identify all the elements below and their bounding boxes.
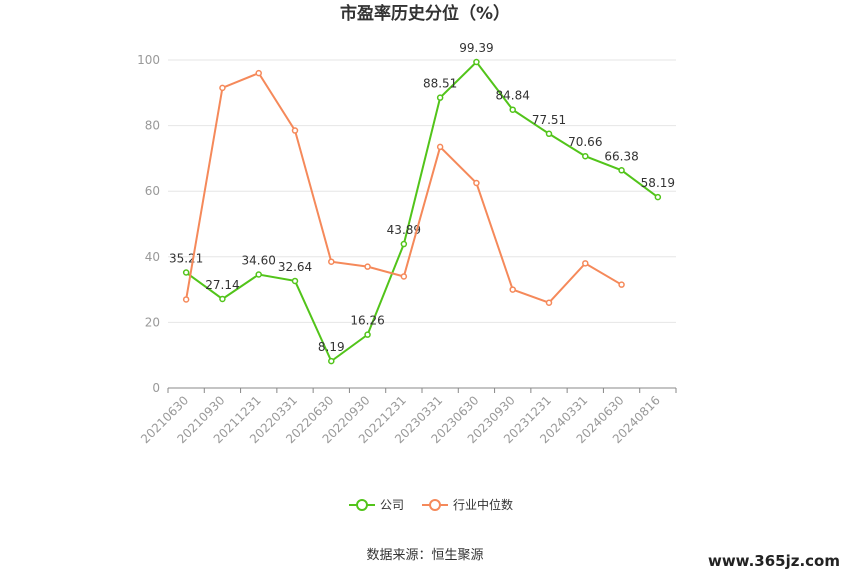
data-point[interactable]	[654, 193, 662, 201]
data-label: 8.19	[318, 340, 345, 354]
data-point[interactable]	[618, 167, 625, 174]
data-point[interactable]	[473, 58, 480, 66]
y-tick-label: 0	[152, 381, 160, 395]
legend-marker-icon	[429, 499, 441, 511]
legend-item-industry-median[interactable]: 行业中位数	[422, 497, 513, 512]
y-tick-label: 40	[145, 250, 160, 264]
grid-lines	[168, 59, 676, 323]
y-tick-label: 20	[145, 315, 160, 329]
y-tick-label: 60	[145, 184, 160, 198]
data-point[interactable]	[582, 260, 589, 267]
data-label: 99.39	[459, 41, 493, 55]
data-point[interactable]	[255, 69, 262, 77]
data-label: 43.89	[387, 223, 421, 237]
data-point[interactable]	[328, 258, 335, 265]
data-point[interactable]	[182, 269, 190, 276]
data-label: 84.84	[496, 89, 530, 103]
data-label: 34.60	[242, 254, 276, 268]
data-point[interactable]	[545, 299, 553, 306]
data-point[interactable]	[255, 271, 262, 278]
data-point[interactable]	[545, 130, 553, 138]
x-axis: 2021063020210930202112312022033120220630…	[138, 387, 677, 446]
data-label: 27.14	[205, 278, 239, 292]
series-line	[185, 60, 659, 363]
data-point[interactable]	[364, 263, 371, 270]
data-label: 35.21	[169, 252, 203, 266]
legend-label: 公司	[380, 498, 404, 512]
legend[interactable]: 公司 行业中位数	[349, 497, 513, 512]
legend-marker-icon	[356, 499, 368, 511]
data-point[interactable]	[182, 296, 190, 303]
y-tick-label: 100	[137, 53, 160, 67]
y-axis-ticks: 0 20 40 60 80 100	[137, 53, 160, 395]
data-label: 32.64	[278, 260, 312, 274]
source-text: 数据来源：恒生聚源	[366, 548, 483, 563]
legend-label: 行业中位数	[453, 497, 513, 512]
data-point[interactable]	[509, 106, 516, 113]
data-label: 58.19	[641, 176, 675, 190]
data-point[interactable]	[291, 277, 299, 285]
y-tick-label: 80	[145, 119, 160, 133]
data-label: 16.26	[350, 314, 384, 328]
series-line	[185, 71, 623, 304]
data-point[interactable]	[400, 273, 408, 280]
data-label: 70.66	[568, 135, 602, 149]
data-point[interactable]	[291, 127, 299, 134]
chart-title: 市盈率历史分位（%）	[340, 3, 510, 24]
data-point[interactable]	[436, 143, 444, 151]
data-label: 66.38	[604, 149, 638, 163]
watermark: www.365jz.com	[708, 552, 840, 570]
data-point[interactable]	[618, 281, 625, 288]
data-label: 77.51	[532, 113, 566, 127]
data-label: 88.51	[423, 77, 457, 91]
series-industry-median	[182, 69, 625, 306]
data-point[interactable]	[436, 94, 444, 101]
data-point[interactable]	[328, 357, 335, 365]
data-point[interactable]	[582, 152, 589, 160]
data-point[interactable]	[364, 331, 371, 338]
data-point[interactable]	[400, 240, 408, 248]
legend-item-company[interactable]: 公司	[349, 498, 404, 512]
data-point[interactable]	[219, 295, 226, 303]
data-point[interactable]	[473, 179, 480, 187]
data-point[interactable]	[509, 286, 516, 293]
data-point[interactable]	[219, 84, 226, 92]
